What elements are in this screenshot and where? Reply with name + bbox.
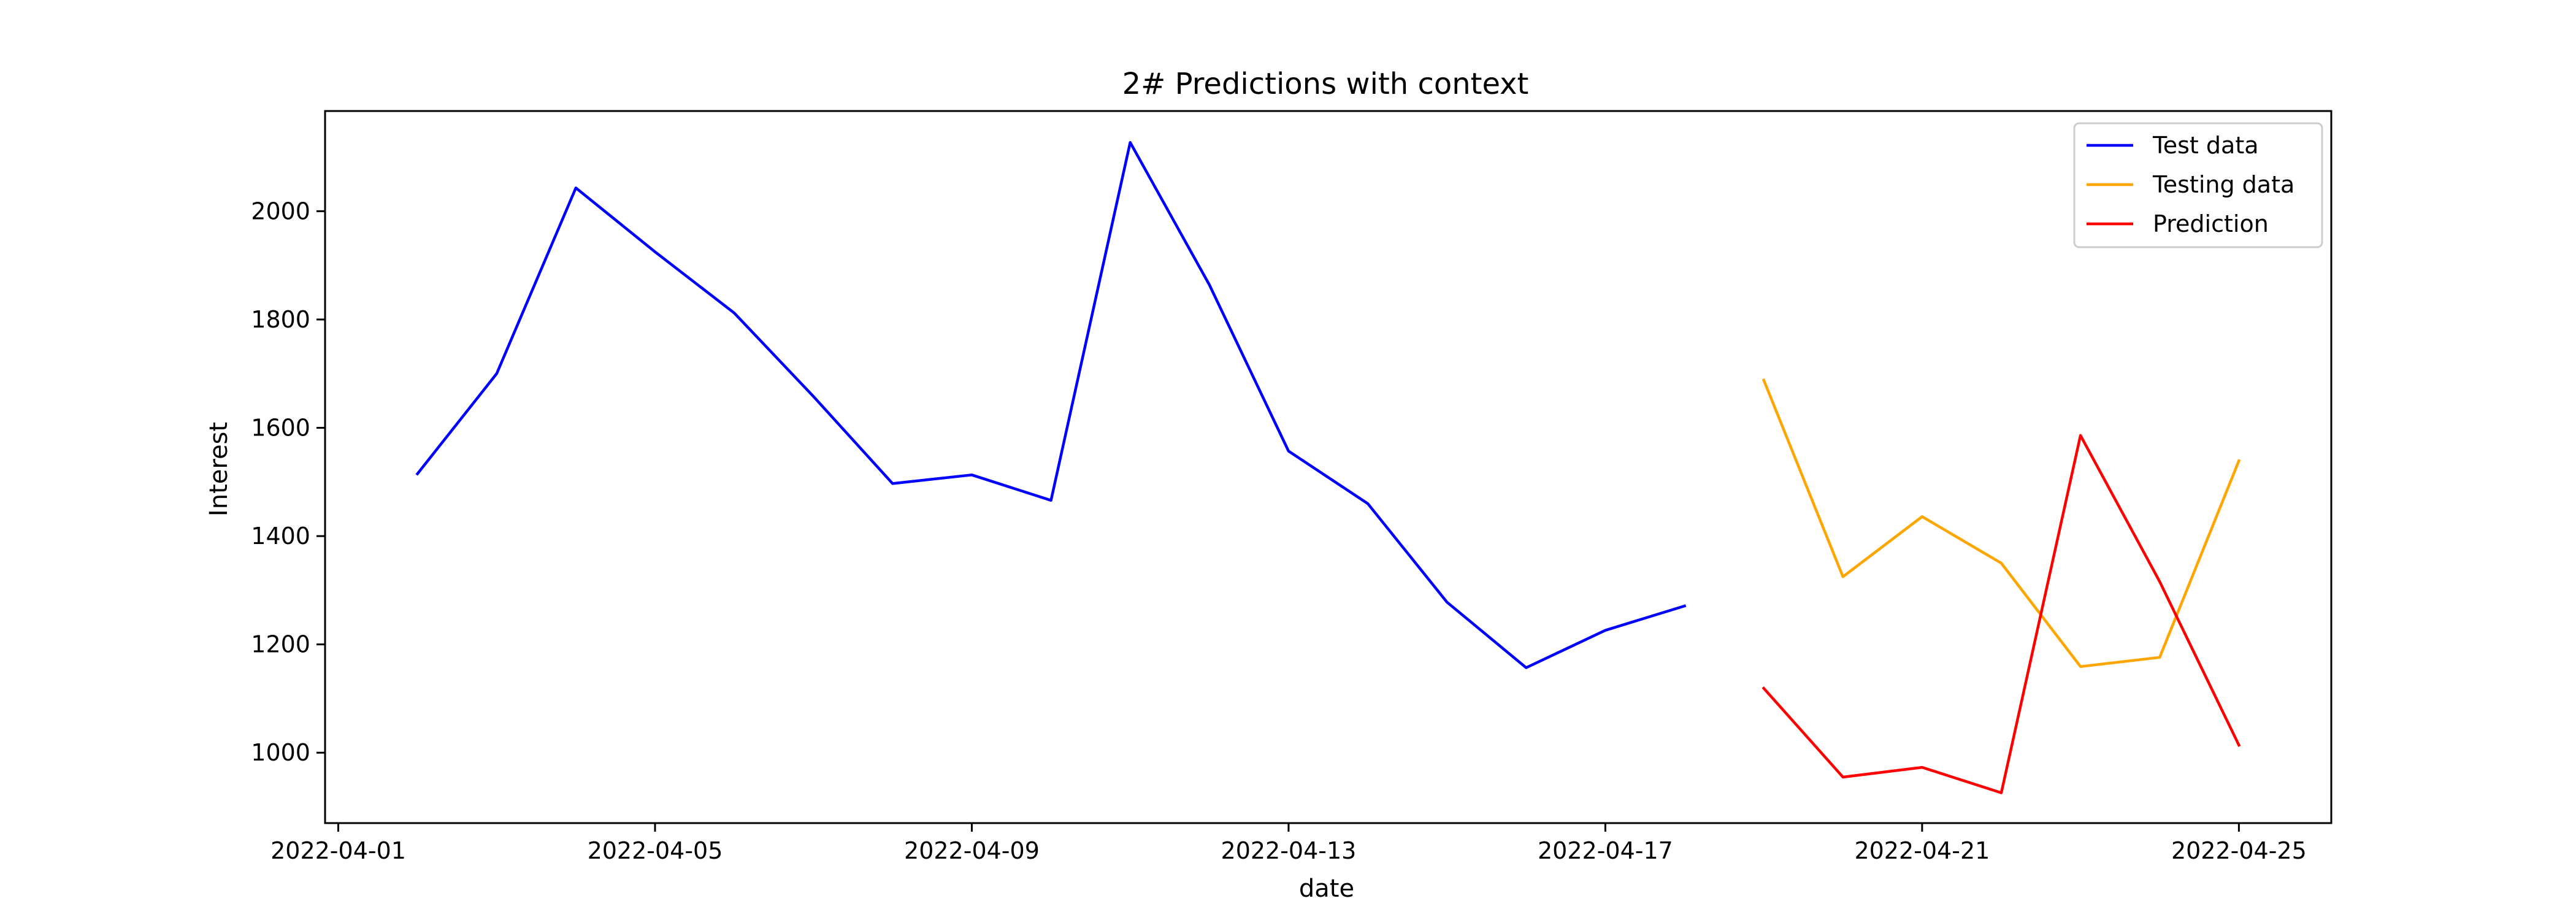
y-tick-label: 1200 (251, 631, 310, 658)
x-axis-label: date (1299, 875, 1354, 903)
legend-box (2073, 122, 2323, 248)
y-axis: 1000 1200 1400 1600 1800 2000 (251, 197, 325, 766)
y-axis-label: Interest (205, 422, 233, 516)
y-tick-label: 1000 (251, 739, 310, 766)
x-tick-label: 2022-04-05 (588, 837, 723, 864)
series-layer (415, 140, 2241, 794)
legend-label-3: Prediction (2153, 210, 2269, 237)
y-tick-label: 1600 (251, 414, 310, 441)
series-line-3 (1761, 434, 2241, 794)
legend: Test data Testing data Prediction (2073, 122, 2323, 248)
y-tick-label: 2000 (251, 197, 310, 224)
x-tick-label: 2022-04-25 (2171, 837, 2307, 864)
chart-title: 2# Predictions with context (1122, 67, 1529, 101)
x-tick-label: 2022-04-09 (904, 837, 1040, 864)
legend-label-2: Testing data (2152, 171, 2294, 198)
plot-frame (324, 110, 2333, 824)
legend-label-1: Test data (2152, 132, 2259, 159)
series-line-2 (1761, 378, 2241, 669)
y-tick-label: 1800 (251, 306, 310, 333)
x-tick-label: 2022-04-21 (1854, 837, 1990, 864)
x-tick-label: 2022-04-17 (1538, 837, 1673, 864)
series-line-1 (415, 140, 1687, 669)
x-axis: 2022-04-01 2022-04-05 2022-04-09 2022-04-13… (270, 823, 2307, 864)
x-tick-label: 2022-04-13 (1221, 837, 1357, 864)
x-tick-label: 2022-04-01 (270, 837, 406, 864)
y-tick-label: 1400 (251, 523, 310, 550)
